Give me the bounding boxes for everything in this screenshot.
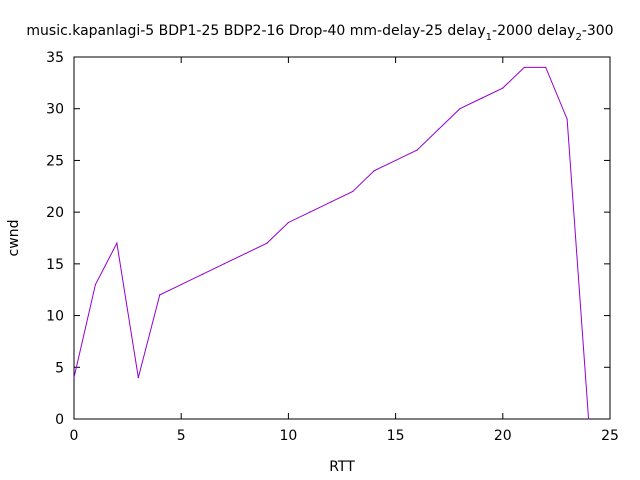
chart-title: music.kapanlagi-5 BDP1-25 BDP2-16 Drop-4… bbox=[26, 23, 613, 43]
data-point bbox=[480, 97, 482, 99]
y-tick-label: 5 bbox=[55, 360, 64, 376]
data-point bbox=[395, 159, 397, 162]
data-point bbox=[287, 221, 289, 224]
data-point bbox=[330, 201, 332, 203]
data-point bbox=[180, 283, 182, 286]
data-point bbox=[352, 190, 354, 193]
data-point bbox=[523, 66, 525, 68]
data-point bbox=[566, 118, 568, 120]
data-point bbox=[266, 242, 268, 244]
x-tick-label: 20 bbox=[494, 428, 512, 444]
x-tick-label: 5 bbox=[177, 428, 186, 444]
y-tick-label: 25 bbox=[46, 153, 64, 169]
y-tick-label: 10 bbox=[46, 309, 64, 325]
data-point bbox=[159, 294, 161, 296]
data-point bbox=[116, 242, 118, 244]
data-point bbox=[309, 211, 311, 213]
x-tick-label: 15 bbox=[387, 428, 405, 444]
y-axis-label: cwnd bbox=[6, 220, 22, 257]
x-axis-label: RTT bbox=[329, 459, 355, 475]
data-point bbox=[223, 263, 225, 265]
data-point bbox=[244, 252, 247, 255]
data-point bbox=[545, 66, 547, 68]
data-point bbox=[73, 377, 75, 379]
y-tick-label: 30 bbox=[46, 102, 64, 118]
data-point bbox=[502, 87, 504, 89]
data-point bbox=[137, 377, 139, 379]
cwnd-series-line bbox=[73, 66, 590, 420]
y-tick-label: 15 bbox=[46, 257, 64, 273]
data-point bbox=[459, 108, 461, 110]
series-layer bbox=[73, 66, 590, 420]
data-point bbox=[94, 283, 97, 286]
data-point bbox=[202, 273, 204, 275]
y-axis: 0 5 10 15 20 25 30 35 bbox=[46, 50, 610, 428]
x-tick-label: 10 bbox=[279, 428, 297, 444]
y-tick-label: 35 bbox=[46, 50, 64, 66]
x-tick-label: 0 bbox=[70, 428, 79, 444]
data-point bbox=[437, 128, 440, 130]
data-point bbox=[416, 149, 418, 151]
plot-frame bbox=[73, 56, 611, 420]
y-tick-label: 20 bbox=[46, 205, 64, 221]
y-tick-label: 0 bbox=[55, 412, 64, 428]
x-axis: 0 5 10 15 20 25 bbox=[70, 57, 619, 444]
data-point bbox=[587, 418, 590, 420]
x-tick-label: 25 bbox=[601, 428, 619, 444]
data-point bbox=[373, 170, 375, 172]
